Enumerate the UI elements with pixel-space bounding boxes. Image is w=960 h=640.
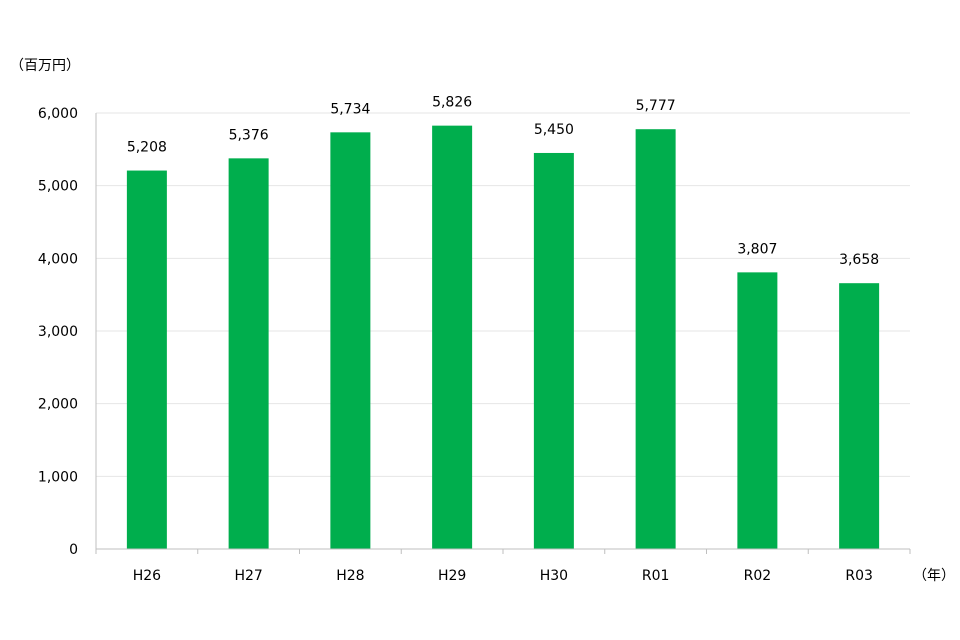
y-axis-unit-label: （百万円） — [10, 58, 80, 74]
x-tick-label: R02 — [744, 568, 772, 584]
x-tick-label: H26 — [133, 568, 161, 584]
y-tick-label: 3,000 — [38, 324, 78, 340]
data-label: 5,777 — [636, 98, 676, 114]
x-tick-label: H28 — [336, 568, 364, 584]
bar — [228, 158, 269, 549]
bar — [839, 283, 880, 549]
gridlines — [96, 112, 910, 477]
y-tick-label: 6,000 — [38, 106, 78, 122]
x-axis-ticks: H26 H27 H28 H29 H30 R01 R02 R03 — [133, 568, 873, 584]
bar — [126, 170, 167, 549]
bar — [432, 125, 473, 550]
x-tick-label: H30 — [540, 568, 568, 584]
y-axis-ticks: 0 1,000 2,000 3,000 4,000 5,000 6,000 — [38, 106, 78, 558]
data-label: 3,807 — [737, 241, 777, 257]
x-axis-unit-label: （年） — [913, 568, 955, 584]
data-label: 5,734 — [330, 101, 370, 117]
y-tick-label: 5,000 — [38, 179, 78, 195]
data-label: 3,658 — [839, 252, 879, 268]
data-label: 5,376 — [229, 127, 269, 143]
bar — [635, 129, 676, 550]
data-label: 5,826 — [432, 95, 472, 111]
bar — [737, 272, 778, 549]
bar — [330, 132, 371, 549]
y-tick-label: 4,000 — [38, 251, 78, 267]
data-label: 5,208 — [127, 140, 167, 156]
y-tick-label: 2,000 — [38, 397, 78, 413]
x-tick-label: R03 — [845, 568, 873, 584]
x-tick-label: R01 — [642, 568, 670, 584]
bar — [533, 152, 574, 549]
x-tick-label: H27 — [234, 568, 262, 584]
data-label: 5,450 — [534, 122, 574, 138]
x-tick-label: H29 — [438, 568, 466, 584]
bars — [126, 125, 880, 550]
y-tick-label: 1,000 — [38, 469, 78, 485]
data-labels: 5,208 5,376 5,734 5,826 5,450 5,777 3,807 3,658 — [127, 95, 879, 269]
axes — [95, 113, 911, 554]
y-tick-label: 0 — [69, 542, 78, 558]
